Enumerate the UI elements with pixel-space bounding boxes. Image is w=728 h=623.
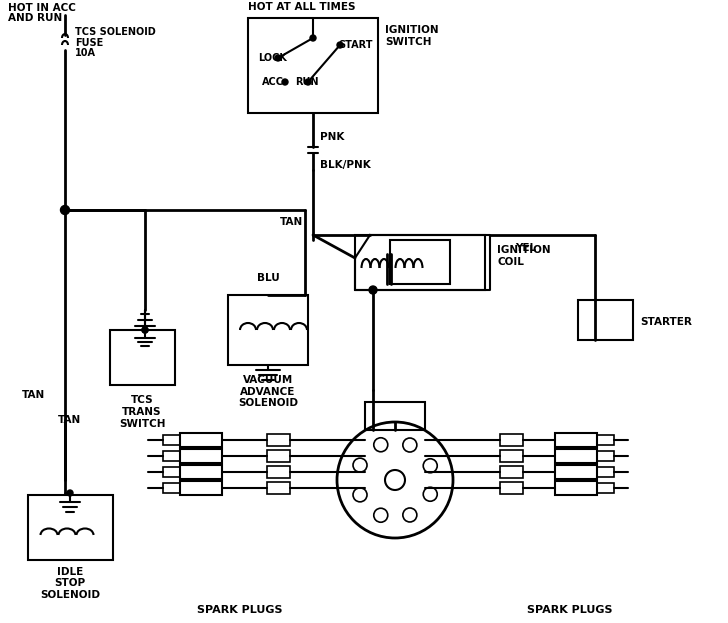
Bar — [578, 300, 633, 340]
Text: AND RUN: AND RUN — [8, 13, 63, 23]
Text: YEL: YEL — [515, 243, 536, 253]
Bar — [228, 295, 308, 365]
Circle shape — [60, 206, 69, 214]
Bar — [597, 435, 614, 445]
Text: ADVANCE: ADVANCE — [240, 387, 296, 397]
Bar — [180, 449, 222, 463]
Bar — [180, 433, 222, 447]
Bar — [267, 434, 290, 446]
Bar — [500, 482, 523, 494]
Text: STARTER: STARTER — [640, 317, 692, 327]
Bar — [163, 483, 180, 493]
Text: SPARK PLUGS: SPARK PLUGS — [197, 605, 282, 615]
Circle shape — [142, 327, 148, 333]
Text: SWITCH: SWITCH — [385, 37, 432, 47]
Circle shape — [305, 79, 311, 85]
Bar — [500, 466, 523, 478]
Text: START: START — [338, 40, 373, 50]
Text: BLK/PNK: BLK/PNK — [320, 160, 371, 170]
Text: IGNITION: IGNITION — [385, 25, 439, 35]
Text: IGNITION: IGNITION — [497, 245, 550, 255]
Text: RUN: RUN — [295, 77, 319, 87]
Bar — [248, 18, 378, 113]
Bar — [500, 434, 523, 446]
Bar — [267, 466, 290, 478]
Bar — [555, 465, 597, 479]
Circle shape — [369, 286, 377, 294]
Text: LOCK: LOCK — [258, 53, 287, 63]
Circle shape — [310, 35, 316, 41]
Bar — [597, 451, 614, 461]
Bar — [390, 240, 450, 284]
Text: SOLENOID: SOLENOID — [40, 590, 100, 600]
Text: PNK: PNK — [320, 132, 344, 142]
Text: SWITCH: SWITCH — [119, 419, 165, 429]
Text: STOP: STOP — [55, 578, 86, 588]
Text: SPARK PLUGS: SPARK PLUGS — [527, 605, 613, 615]
Text: TRANS: TRANS — [122, 407, 162, 417]
Text: VACUUM: VACUUM — [243, 375, 293, 385]
Bar — [163, 451, 180, 461]
Text: TCS: TCS — [131, 395, 154, 405]
Circle shape — [282, 79, 288, 85]
Bar — [110, 330, 175, 385]
Circle shape — [67, 490, 73, 496]
Text: BLU: BLU — [257, 273, 280, 283]
Circle shape — [337, 42, 343, 48]
Bar — [500, 450, 523, 462]
Text: FUSE: FUSE — [75, 38, 103, 48]
Bar — [28, 495, 113, 560]
Bar — [163, 435, 180, 445]
Bar — [555, 481, 597, 495]
Text: IDLE: IDLE — [57, 567, 83, 577]
Text: COIL: COIL — [497, 257, 524, 267]
Text: 10A: 10A — [75, 48, 96, 58]
Bar — [597, 483, 614, 493]
Bar — [555, 449, 597, 463]
Text: HOT IN ACC: HOT IN ACC — [8, 3, 76, 13]
Bar — [180, 465, 222, 479]
Bar — [597, 467, 614, 477]
Text: TAN: TAN — [58, 415, 82, 425]
Text: HOT AT ALL TIMES: HOT AT ALL TIMES — [248, 2, 355, 12]
Bar — [355, 235, 485, 290]
Bar — [180, 481, 222, 495]
Text: SOLENOID: SOLENOID — [238, 398, 298, 408]
Bar — [365, 402, 425, 430]
Text: TCS SOLENOID: TCS SOLENOID — [75, 27, 156, 37]
Circle shape — [142, 327, 148, 333]
Bar — [555, 433, 597, 447]
Text: TAN: TAN — [22, 390, 45, 400]
Bar — [267, 482, 290, 494]
Bar — [163, 467, 180, 477]
Text: ACC: ACC — [262, 77, 284, 87]
Bar — [267, 450, 290, 462]
Circle shape — [275, 55, 281, 61]
Text: TAN: TAN — [280, 217, 304, 227]
